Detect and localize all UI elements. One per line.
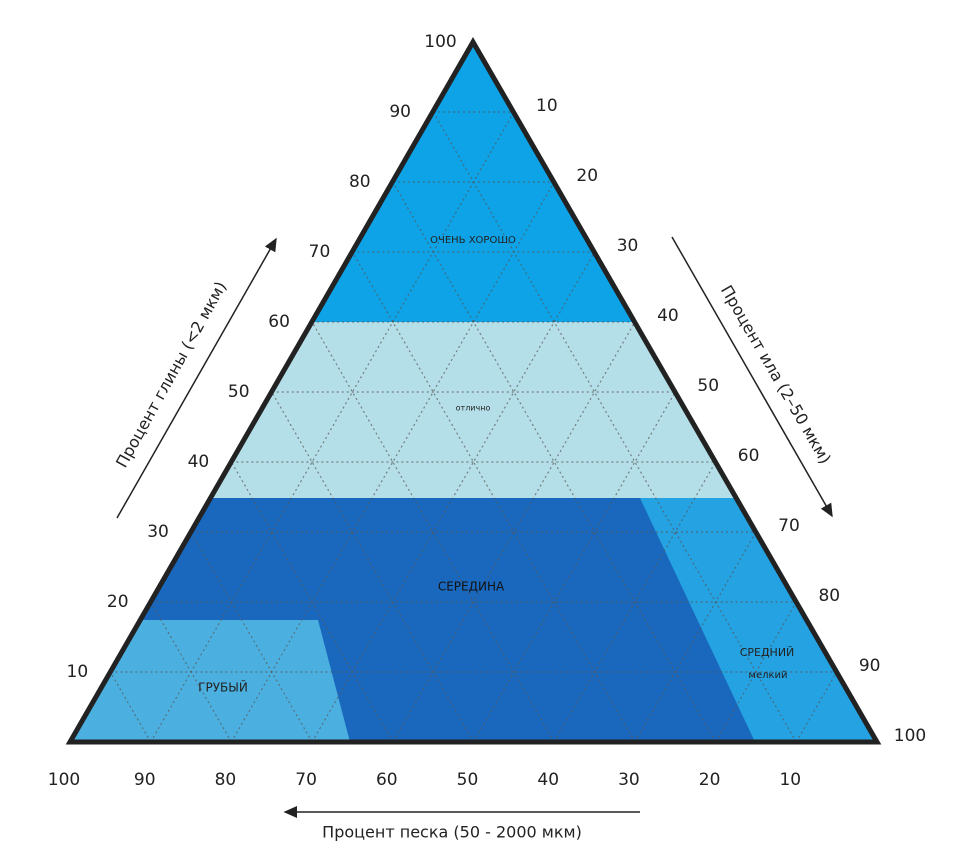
clay-tick-label: 50 — [228, 382, 250, 402]
triangle-outline — [65, 36, 882, 745]
sand-tick-label: 40 — [537, 770, 559, 790]
sand-tick-label: 100 — [48, 770, 80, 790]
sand-tick-label: 80 — [215, 770, 237, 790]
grid-line — [311, 251, 596, 743]
sand-tick-label: 70 — [295, 770, 317, 790]
clay-tick-label: 20 — [107, 592, 129, 612]
grid-line — [634, 531, 757, 743]
sand-tick-label: 60 — [376, 770, 398, 790]
axis-arrow — [671, 236, 833, 518]
sand-tick-label: 50 — [457, 770, 479, 790]
silt-tick-label: 70 — [778, 516, 800, 536]
axis-title: Процент глины (<2 мкм) — [112, 278, 230, 471]
silt-tick-label: 50 — [697, 376, 719, 396]
grid-line — [109, 671, 152, 743]
grid-line — [472, 391, 676, 743]
region-label: СРЕДНИЙ — [740, 646, 795, 659]
grid-line — [432, 111, 797, 743]
clay-tick-label: 100 — [424, 32, 456, 52]
silt-tick-label: 30 — [617, 236, 639, 256]
grid-line — [351, 251, 636, 743]
clay-tick-label: 90 — [389, 102, 411, 122]
grid-line — [150, 601, 232, 743]
sand-tick-label: 20 — [699, 770, 721, 790]
clay-tick-label: 10 — [67, 662, 89, 682]
grid — [109, 111, 838, 743]
silt-tick-label: 10 — [536, 96, 558, 116]
silt-tick-label: 20 — [576, 166, 598, 186]
axis-title: Процент песка (50 - 2000 мкм) — [322, 823, 582, 842]
axis-title: Процент ила (2–50 мкм) — [717, 282, 835, 467]
clay-tick-label: 60 — [268, 312, 290, 332]
region-label: ОЧЕНЬ ХОРОШО — [430, 235, 516, 246]
sand-tick-label: 90 — [134, 770, 156, 790]
region-coarse — [70, 620, 350, 742]
grid-line — [230, 461, 394, 743]
clay-tick-label: 70 — [309, 242, 331, 262]
silt-tick-label: 100 — [894, 726, 926, 746]
region-label: мелкий — [748, 670, 787, 681]
clay-tick-label: 40 — [188, 452, 210, 472]
region-excellent — [211, 322, 736, 498]
sand-tick-label: 10 — [779, 770, 801, 790]
region-label: ГРУБЫЙ — [198, 680, 248, 695]
silt-tick-label: 40 — [657, 306, 679, 326]
region-medium-fine — [640, 498, 877, 742]
grid-line — [311, 321, 555, 743]
grid-line — [271, 391, 475, 743]
silt-tick-label: 80 — [818, 586, 840, 606]
region-label: отлично — [456, 404, 491, 413]
sand-tick-label: 30 — [618, 770, 640, 790]
silt-tick-label: 60 — [738, 446, 760, 466]
grid-line — [150, 111, 515, 743]
silt-tick-label: 90 — [859, 656, 881, 676]
axis-arrow — [116, 237, 277, 519]
region-label: СЕРЕДИНА — [438, 580, 505, 594]
grid-line — [190, 531, 313, 743]
clay-tick-label: 80 — [349, 172, 371, 192]
clay-tick-label: 30 — [147, 522, 169, 542]
grid-line — [795, 671, 838, 743]
